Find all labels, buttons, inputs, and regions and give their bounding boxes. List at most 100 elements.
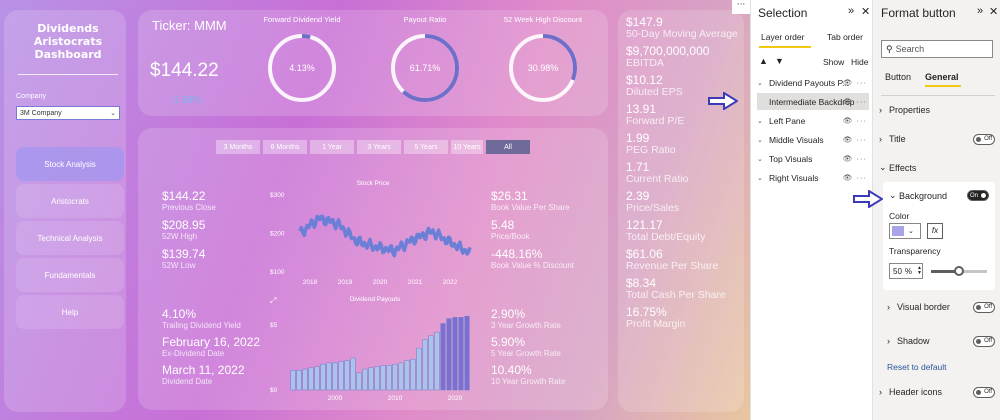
visibility-icon[interactable]: 👁 ··· bbox=[842, 173, 867, 182]
nav-fundamentals[interactable]: Fundamentals bbox=[16, 258, 124, 292]
dividend-bar bbox=[422, 339, 428, 391]
visibility-icon[interactable]: 👁 ··· bbox=[842, 78, 867, 87]
dividend-bar bbox=[464, 315, 470, 391]
fx-button[interactable]: fx bbox=[927, 223, 943, 239]
right-stat-value: $9,700,000,000 bbox=[626, 44, 710, 58]
stepper-icon[interactable]: ▲ ▼ bbox=[917, 265, 922, 276]
ticker-label: Ticker: MMM bbox=[152, 18, 227, 33]
title-toggle[interactable]: Off bbox=[973, 133, 995, 145]
right-stat-label: Profit Margin bbox=[626, 318, 686, 330]
y-tick-label: $200 bbox=[270, 231, 285, 238]
search-input[interactable]: ⚲ Search bbox=[881, 40, 993, 58]
dividend-bar bbox=[320, 363, 326, 391]
dividend-bar bbox=[446, 318, 452, 391]
reset-to-default-link[interactable]: Reset to default bbox=[887, 362, 947, 372]
stat-previous-close: $144.22 Previous Close bbox=[162, 189, 216, 213]
hide-all-button[interactable]: Hide bbox=[851, 57, 869, 67]
kpi-gauges: 4.13% 61.71% 30.98% bbox=[268, 34, 577, 102]
layer-item-3[interactable]: ⌄ Middle Visuals 👁 ··· bbox=[757, 131, 869, 148]
visibility-icon[interactable]: 👁 ··· bbox=[842, 116, 867, 125]
right-stat-0: $147.9 50-Day Moving Average bbox=[626, 16, 738, 40]
right-stat-label: Total Cash Per Share bbox=[626, 289, 726, 301]
layer-item-5[interactable]: ⌄ Right Visuals 👁 ··· bbox=[757, 169, 869, 186]
close-icon[interactable]: ✕ bbox=[989, 6, 999, 18]
chevron-down-icon[interactable]: ⌄ bbox=[757, 79, 763, 87]
tab-tab-order[interactable]: Tab order bbox=[827, 32, 863, 42]
section-visual-border[interactable]: › Visual border Off bbox=[887, 301, 995, 313]
gauge-fill bbox=[268, 34, 336, 102]
dividend-bar bbox=[458, 317, 464, 391]
tab-general[interactable]: General bbox=[925, 72, 959, 82]
visual-border-toggle[interactable]: Off bbox=[973, 301, 995, 313]
shadow-toggle[interactable]: Off bbox=[973, 335, 995, 347]
x-tick-label: 2010 bbox=[388, 395, 403, 402]
move-up-icon[interactable]: ▲ bbox=[759, 56, 768, 66]
pane-divider bbox=[881, 95, 995, 96]
expand-icon[interactable]: ⤢ bbox=[270, 296, 277, 305]
gauge-fill bbox=[391, 34, 459, 102]
transparency-slider[interactable] bbox=[931, 266, 987, 276]
time-tab-0[interactable]: 3 Months bbox=[216, 140, 260, 154]
layer-item-1[interactable]: Intermediate Backdrop 👁 ··· bbox=[757, 93, 869, 110]
slider-thumb[interactable] bbox=[954, 266, 964, 276]
company-dropdown[interactable]: 3M Company ⌄ bbox=[16, 106, 120, 120]
chevron-down-icon[interactable]: ⌄ bbox=[757, 117, 763, 125]
dividend-bar bbox=[344, 360, 350, 391]
color-picker[interactable]: ⌄ bbox=[889, 223, 921, 239]
nav-help[interactable]: Help bbox=[16, 295, 124, 329]
chevron-down-icon: ⌄ bbox=[908, 228, 914, 235]
section-background[interactable]: ⌄ Background On bbox=[889, 190, 989, 201]
show-all-button[interactable]: Show bbox=[823, 57, 845, 67]
layer-item-0[interactable]: ⌄ Dividend Payouts P... 👁 ··· bbox=[757, 74, 869, 91]
visibility-icon[interactable]: 👁 ··· bbox=[842, 97, 867, 106]
header-icons-toggle[interactable]: Off bbox=[973, 386, 995, 398]
dividend-bar bbox=[416, 347, 422, 391]
stat-3y-growth: 2.90% 3 Year Growth Rate bbox=[491, 307, 561, 331]
background-toggle[interactable]: On bbox=[967, 190, 989, 201]
layer-item-4[interactable]: ⌄ Top Visuals 👁 ··· bbox=[757, 150, 869, 167]
collapse-icon[interactable]: » bbox=[977, 5, 984, 17]
chevron-down-icon[interactable]: ⌄ bbox=[757, 174, 763, 182]
dividend-bar bbox=[362, 368, 368, 391]
time-tab-4[interactable]: 5 Years bbox=[404, 140, 448, 154]
layer-item-2[interactable]: ⌄ Left Pane 👁 ··· bbox=[757, 112, 869, 129]
nav-stock-analysis[interactable]: Stock Analysis bbox=[16, 147, 124, 181]
section-properties[interactable]: › Properties bbox=[879, 105, 995, 115]
close-icon[interactable]: ✕ bbox=[861, 6, 871, 18]
chevron-down-icon: ⌄ bbox=[879, 162, 887, 172]
dividend-bar bbox=[350, 357, 356, 391]
section-header-icons[interactable]: › Header icons Off bbox=[879, 386, 995, 398]
chevron-down-icon[interactable]: ⌄ bbox=[757, 155, 763, 163]
x-tick-label: 2020 bbox=[373, 279, 388, 286]
more-options-icon[interactable]: ··· bbox=[732, 0, 750, 14]
time-tab-3[interactable]: 3 Years bbox=[357, 140, 401, 154]
stat-book-discount: -448.16% Book Value % Discount bbox=[491, 247, 575, 271]
dividend-bar bbox=[428, 335, 434, 391]
x-tick-label: 2021 bbox=[408, 279, 423, 286]
collapse-icon[interactable]: » bbox=[848, 5, 855, 17]
y-tick-label: $5 bbox=[270, 322, 278, 329]
tab-layer-order[interactable]: Layer order bbox=[761, 32, 805, 42]
time-tab-6[interactable]: All bbox=[486, 140, 530, 154]
right-stat-value: 2.39 bbox=[626, 189, 650, 203]
time-tab-5[interactable]: 10 Years bbox=[451, 140, 483, 154]
move-down-icon[interactable]: ▼ bbox=[775, 56, 784, 66]
layer-name: Middle Visuals bbox=[769, 134, 824, 145]
search-icon: ⚲ bbox=[886, 43, 893, 54]
section-shadow[interactable]: › Shadow Off bbox=[887, 335, 995, 347]
time-tab-1[interactable]: 6 Months bbox=[263, 140, 307, 154]
background-label: Background bbox=[899, 190, 948, 201]
transparency-input[interactable]: 50 % ▲ ▼ bbox=[889, 263, 923, 279]
time-tab-2[interactable]: 1 Year bbox=[310, 140, 354, 154]
right-stat-label: EBITDA bbox=[626, 57, 664, 69]
nav-aristocrats[interactable]: Aristocrats bbox=[16, 184, 124, 218]
nav-technical-analysis[interactable]: Technical Analysis bbox=[16, 221, 124, 255]
section-title[interactable]: › Title Off bbox=[879, 133, 995, 145]
tab-button[interactable]: Button bbox=[885, 72, 912, 82]
visibility-icon[interactable]: 👁 ··· bbox=[842, 154, 867, 163]
chevron-down-icon[interactable]: ⌄ bbox=[757, 136, 763, 144]
y-tick-label: $300 bbox=[270, 192, 285, 199]
visibility-icon[interactable]: 👁 ··· bbox=[842, 135, 867, 144]
current-price: $144.22 bbox=[150, 60, 219, 81]
section-effects[interactable]: ⌄ Effects bbox=[879, 162, 995, 173]
